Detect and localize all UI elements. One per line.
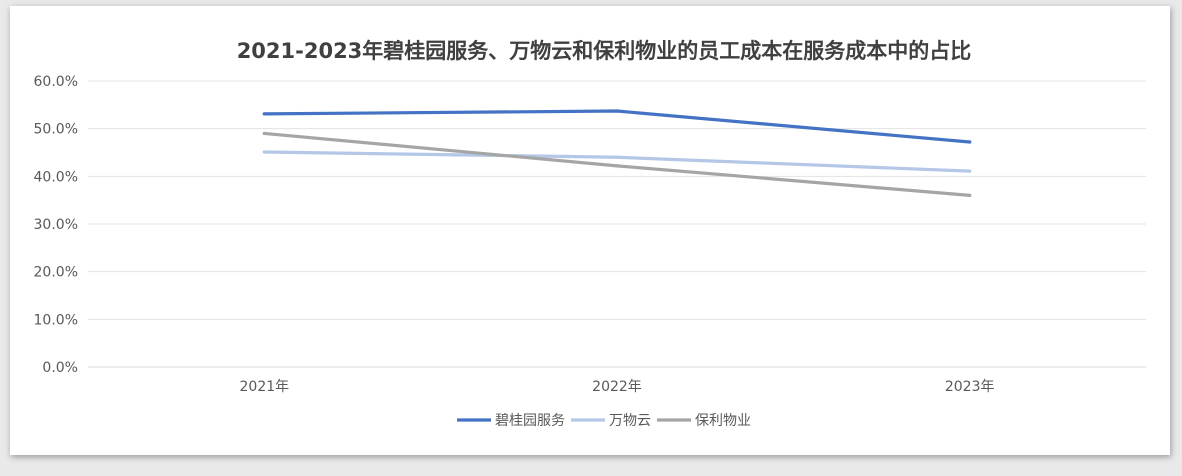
data-point	[262, 112, 266, 116]
x-tick-label: 2021年	[240, 379, 290, 395]
legend: 碧桂园服务 万物云 保利物业	[457, 413, 751, 429]
data-point	[968, 169, 972, 173]
x-tick-label: 2023年	[945, 379, 995, 395]
legend-item: 保利物业	[657, 413, 751, 429]
legend-label: 万物云	[609, 413, 651, 429]
legend-label: 碧桂园服务	[495, 413, 565, 429]
data-point	[615, 109, 619, 113]
series-lines	[262, 109, 972, 197]
data-point	[968, 140, 972, 144]
data-point	[262, 131, 266, 136]
data-point	[615, 155, 619, 159]
y-tick-label: 50.0%	[34, 122, 78, 138]
y-tick-label: 60.0%	[34, 74, 78, 90]
y-tick-label: 40.0%	[34, 169, 78, 185]
y-axis-ticks: 0.0% 10.0% 20.0% 30.0% 40.0% 50.0% 60.0%	[34, 74, 78, 376]
series-line	[262, 109, 972, 144]
y-tick-label: 10.0%	[34, 312, 78, 328]
line-chart: 2021-2023年碧桂园服务、万物云和保利物业的员工成本在服务成本中的占比 0…	[34, 39, 1146, 429]
data-point	[968, 193, 972, 197]
data-point	[262, 150, 266, 154]
legend-item: 万物云	[571, 413, 651, 429]
x-tick-label: 2022年	[592, 379, 642, 395]
x-axis-ticks: 2021年 2022年 2023年	[240, 379, 995, 395]
y-tick-label: 30.0%	[34, 217, 78, 233]
legend-item: 碧桂园服务	[457, 413, 565, 429]
y-tick-label: 20.0%	[34, 265, 78, 281]
legend-label: 保利物业	[695, 413, 751, 429]
chart-title: 2021-2023年碧桂园服务、万物云和保利物业的员工成本在服务成本中的占比	[237, 39, 972, 63]
chart-card: 2021-2023年碧桂园服务、万物云和保利物业的员工成本在服务成本中的占比 0…	[10, 6, 1170, 455]
series-line	[262, 150, 972, 173]
data-point	[615, 164, 619, 168]
y-tick-label: 0.0%	[42, 360, 78, 376]
gridlines	[88, 80, 1146, 368]
